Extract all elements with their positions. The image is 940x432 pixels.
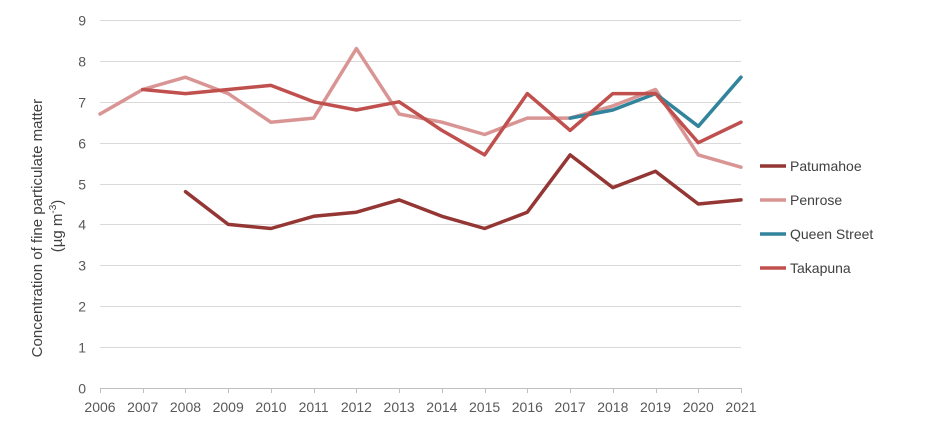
legend-label-penrose: Penrose bbox=[790, 192, 842, 208]
x-tick-label: 2008 bbox=[170, 399, 201, 415]
x-tick-label: 2015 bbox=[469, 399, 500, 415]
y-tick-label: 4 bbox=[78, 217, 86, 233]
series-line-takapuna bbox=[140, 83, 743, 157]
y-tick-label: 8 bbox=[78, 54, 86, 70]
y-tick-label: 0 bbox=[78, 381, 86, 397]
gridlines bbox=[100, 20, 741, 348]
y-axis-title-line2-suffix: ) bbox=[49, 200, 66, 205]
x-tick-label: 2014 bbox=[426, 399, 457, 415]
x-tick-label: 2009 bbox=[213, 399, 244, 415]
y-tick-label: 5 bbox=[78, 177, 86, 193]
y-axis-title-line2-sup: -3 bbox=[48, 204, 59, 213]
legend-label-patumahoe: Patumahoe bbox=[790, 158, 862, 174]
series-line-patumahoe bbox=[183, 153, 743, 231]
x-tick-label: 2021 bbox=[725, 399, 756, 415]
y-tick-label: 1 bbox=[78, 340, 86, 356]
x-tick-label: 2020 bbox=[683, 399, 714, 415]
y-tick-label: 9 bbox=[78, 13, 86, 29]
x-tick-label: 2012 bbox=[341, 399, 372, 415]
y-tick-label: 3 bbox=[78, 258, 86, 274]
y-axis-title-line1: Concentration of fine particulate matter bbox=[29, 99, 46, 357]
axes: 0 1 2 3 4 5 6 7 8 9 2006 2007 2008 2009 2010 2011 2012 20… bbox=[78, 13, 757, 416]
x-tick-label: 2011 bbox=[299, 399, 329, 415]
y-tick-label: 6 bbox=[78, 136, 86, 152]
x-tick-label: 2019 bbox=[640, 399, 671, 415]
x-tick-label: 2018 bbox=[597, 399, 628, 415]
x-tick-label: 2006 bbox=[84, 399, 115, 415]
legend-label-queen-street: Queen Street bbox=[790, 226, 873, 242]
series-line-queen-street bbox=[568, 75, 743, 129]
legend-label-takapuna: Takapuna bbox=[790, 260, 851, 276]
x-tick-label: 2017 bbox=[554, 399, 585, 415]
y-axis-title-line2-prefix: (µg m bbox=[49, 214, 66, 253]
x-tick-label: 2013 bbox=[384, 399, 415, 415]
x-tick-label: 2016 bbox=[512, 399, 543, 415]
y-axis-title: Concentration of fine particulate matter… bbox=[29, 95, 66, 358]
series-line-penrose bbox=[98, 46, 743, 169]
y-tick-label: 7 bbox=[78, 95, 86, 111]
y-tick-label: 2 bbox=[78, 299, 86, 315]
plot-area bbox=[98, 46, 743, 231]
x-tick-label: 2007 bbox=[127, 399, 158, 415]
legend: Patumahoe Penrose Queen Street Takapuna bbox=[760, 158, 873, 276]
x-tick-label: 2010 bbox=[255, 399, 286, 415]
